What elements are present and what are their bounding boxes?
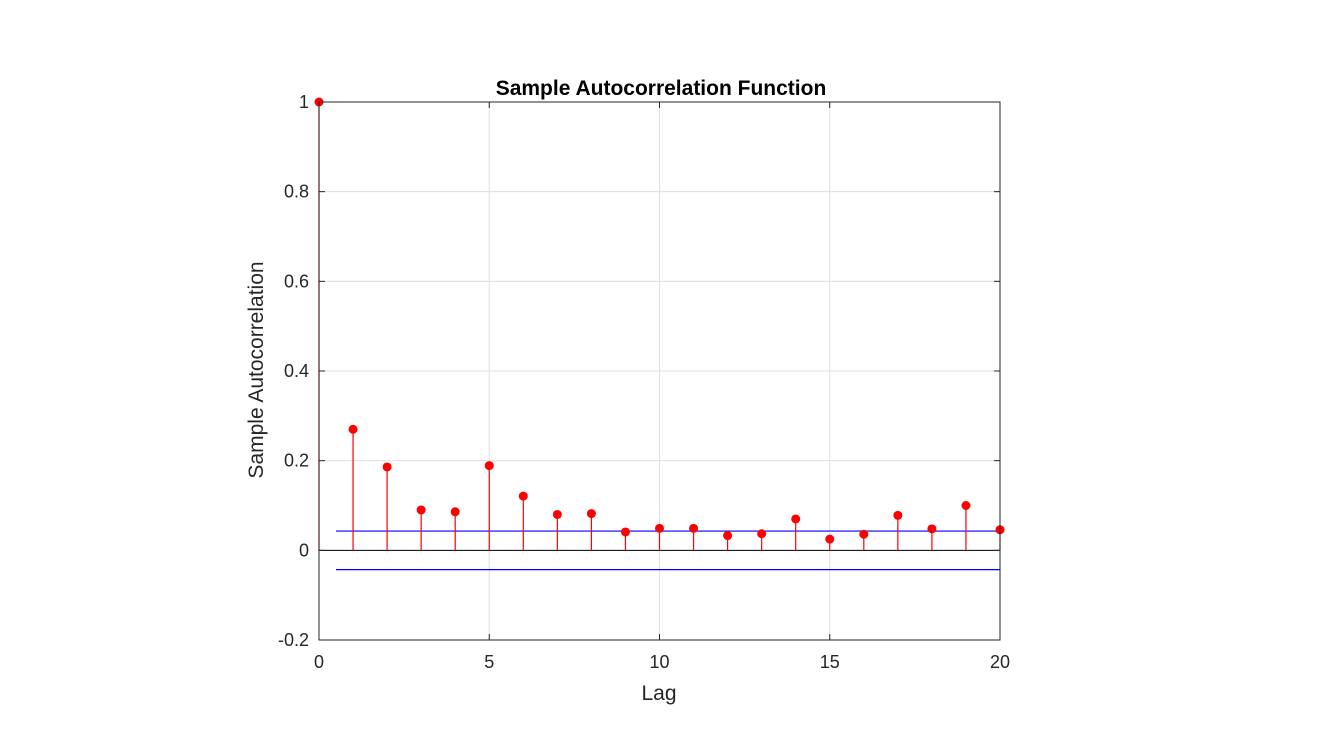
y-tick-label: 0.2 — [284, 451, 309, 471]
stem-marker — [791, 514, 801, 524]
stem-marker — [586, 509, 596, 519]
y-tick-label: 1 — [299, 92, 309, 112]
axes-layer — [318, 101, 1001, 641]
grid-layer — [319, 102, 1000, 640]
confidence-bounds-layer — [336, 530, 1000, 571]
y-tick-label: 0.8 — [284, 182, 309, 202]
stem-marker — [620, 527, 630, 537]
chart-title: Sample Autocorrelation Function — [496, 77, 827, 100]
stem-marker — [961, 501, 971, 510]
stem-marker — [655, 523, 664, 533]
x-tick-label: 15 — [820, 652, 840, 672]
stem-marker — [689, 523, 699, 533]
x-axis-label: Lag — [641, 682, 676, 705]
y-tick-label: -0.2 — [278, 630, 309, 650]
x-tick-label: 5 — [484, 652, 494, 672]
stem-marker — [757, 529, 767, 539]
stem-marker — [450, 507, 460, 517]
x-tick-label: 20 — [990, 652, 1010, 672]
stem-marker — [859, 529, 869, 539]
stem-marker — [416, 505, 426, 515]
stem-marker — [927, 524, 937, 534]
stem-marker — [382, 462, 392, 472]
stem-marker — [893, 510, 903, 520]
y-tick-label: 0.4 — [284, 361, 309, 381]
x-tick-label: 10 — [649, 652, 669, 672]
y-tick-label: 0 — [299, 540, 309, 560]
stem-marker — [518, 491, 528, 501]
stem-marker — [825, 534, 835, 544]
stem-marker — [348, 424, 358, 434]
stem-marker — [484, 461, 494, 471]
tick-label-layer: 0 5 10 15 20-0.200.20.40.60.81 — [278, 92, 1010, 672]
y-tick-label: 0.6 — [284, 271, 309, 291]
x-tick-label: 0 — [314, 652, 324, 672]
y-axis-label: Sample Autocorrelation — [245, 261, 268, 478]
stem-marker — [723, 531, 733, 541]
stem-marker — [552, 509, 562, 519]
